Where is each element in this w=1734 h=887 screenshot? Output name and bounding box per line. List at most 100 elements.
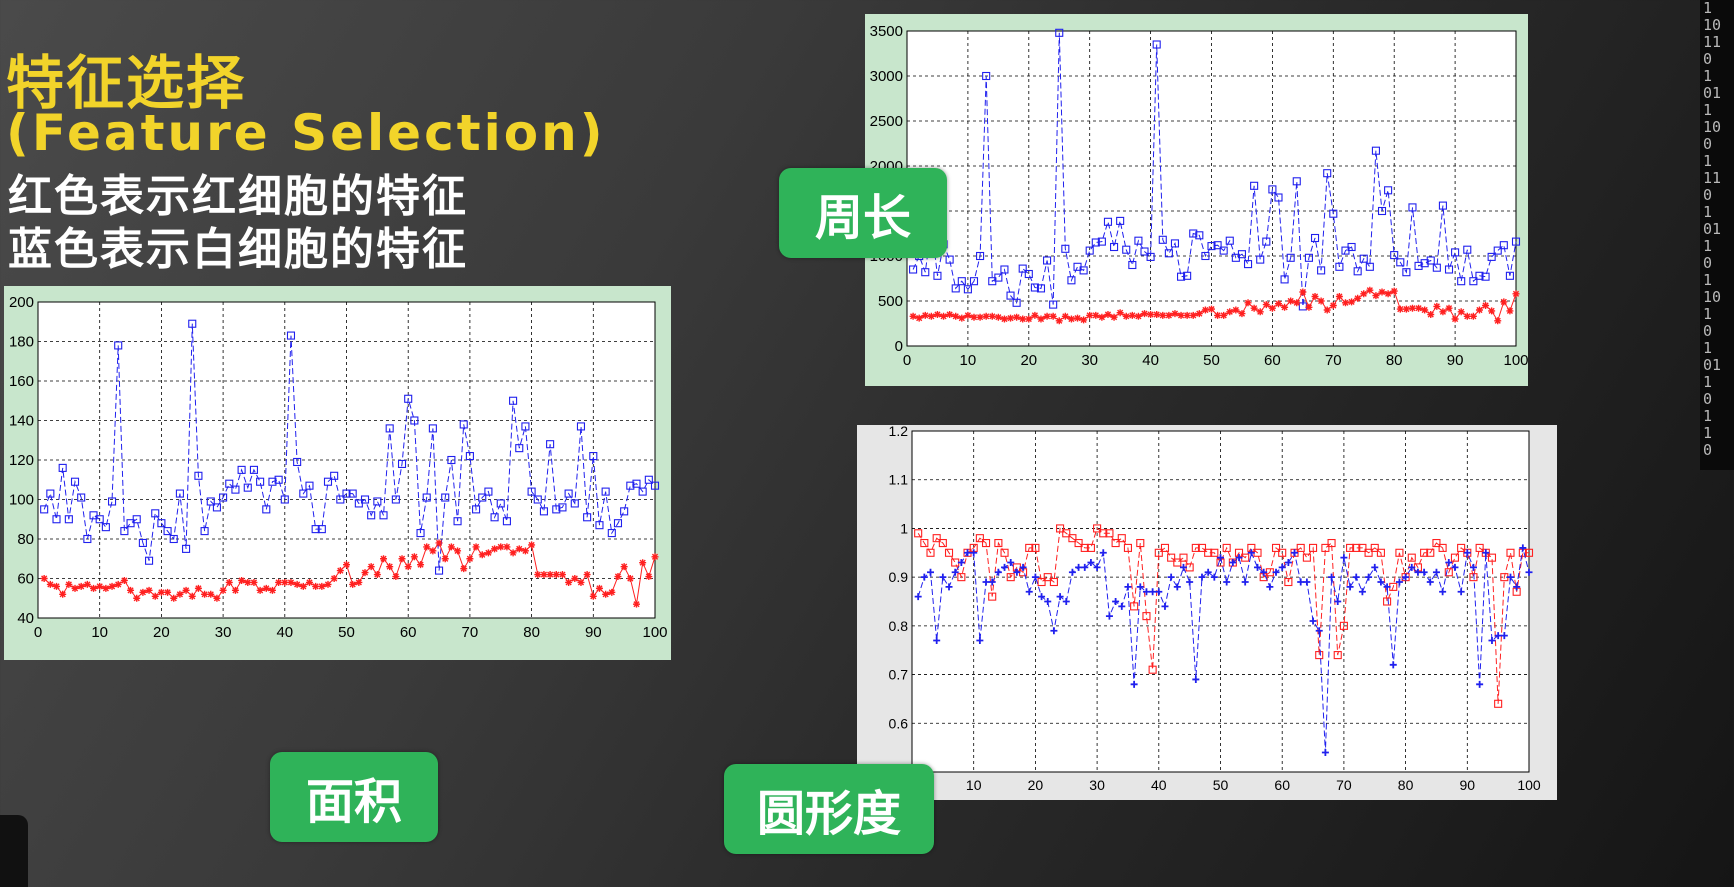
blue-data-point bbox=[274, 475, 283, 484]
red-data-point bbox=[944, 548, 954, 557]
blue-data-point bbox=[58, 463, 67, 472]
blue-data-point bbox=[1402, 268, 1411, 277]
x-tick-label: 80 bbox=[1398, 777, 1414, 793]
blue-data-point bbox=[1432, 263, 1441, 272]
blue-data-point bbox=[1371, 146, 1380, 155]
red-data-point bbox=[83, 580, 91, 588]
red-data-point bbox=[1364, 548, 1373, 557]
blue-data-point bbox=[1383, 583, 1391, 591]
red-data-point bbox=[71, 584, 79, 592]
red-data-point bbox=[1488, 307, 1496, 315]
blue-data-point bbox=[982, 578, 990, 586]
blue-data-point bbox=[1243, 260, 1253, 269]
red-data-point bbox=[293, 580, 301, 588]
blue-data-point bbox=[1298, 302, 1307, 311]
red-data-point bbox=[1268, 304, 1276, 312]
red-data-point bbox=[59, 590, 67, 598]
red-data-point bbox=[1487, 553, 1497, 562]
blue-data-point bbox=[1075, 563, 1083, 571]
blue-data-point bbox=[348, 489, 357, 498]
red-data-point bbox=[1177, 311, 1185, 319]
blue-data-point bbox=[921, 268, 930, 277]
blue-data-point bbox=[533, 495, 542, 504]
red-data-point bbox=[460, 565, 468, 573]
red-data-point bbox=[1031, 311, 1039, 319]
blue-data-point bbox=[994, 273, 1003, 282]
blue-data-point bbox=[576, 422, 586, 431]
blue-data-point bbox=[558, 503, 567, 512]
blue-data-point bbox=[169, 534, 178, 544]
blue-data-point bbox=[1463, 245, 1472, 254]
blue-data-point bbox=[1317, 266, 1326, 275]
blue-data-point bbox=[1444, 265, 1454, 274]
x-tick-label: 0 bbox=[34, 624, 42, 641]
red-data-point bbox=[1439, 308, 1447, 316]
blue-data-point bbox=[1377, 578, 1385, 586]
red-data-point bbox=[1296, 543, 1305, 552]
blue-data-point bbox=[379, 511, 388, 520]
blue-data-point bbox=[1303, 578, 1311, 586]
red-data-point bbox=[1383, 597, 1392, 606]
blue-data-point bbox=[1254, 563, 1262, 571]
blue-data-point bbox=[1469, 563, 1477, 571]
red-data-point bbox=[312, 582, 320, 590]
blue-data-point bbox=[472, 505, 481, 514]
blue-data-point bbox=[1420, 259, 1429, 268]
blue-data-point bbox=[367, 511, 376, 520]
blue-data-point bbox=[1457, 277, 1466, 286]
blue-series-line bbox=[917, 547, 1530, 753]
red-data-point bbox=[1358, 543, 1367, 552]
blue-data-point bbox=[1062, 598, 1070, 605]
blue-data-point bbox=[182, 544, 191, 553]
y-tick-label: 1.2 bbox=[889, 425, 909, 439]
x-tick-label: 80 bbox=[523, 624, 540, 641]
red-data-point bbox=[1210, 548, 1219, 557]
blue-data-point bbox=[1167, 573, 1175, 581]
perimeter-label-badge: 周长 bbox=[779, 168, 947, 258]
red-data-point bbox=[1080, 316, 1088, 324]
blue-data-point bbox=[1103, 217, 1113, 226]
red-data-point bbox=[1013, 313, 1021, 321]
red-data-point bbox=[1335, 293, 1343, 300]
x-tick-label: 20 bbox=[1028, 777, 1044, 793]
red-data-point bbox=[933, 311, 941, 318]
red-data-point bbox=[1293, 299, 1301, 307]
red-data-point bbox=[651, 553, 659, 561]
blue-data-point bbox=[1291, 549, 1299, 557]
red-data-point bbox=[1281, 303, 1289, 311]
blue-data-point bbox=[293, 457, 302, 467]
blue-data-point bbox=[1087, 559, 1095, 567]
blue-data-point bbox=[114, 341, 123, 350]
blue-data-point bbox=[570, 499, 579, 508]
blue-data-point bbox=[120, 527, 129, 536]
blue-data-point bbox=[1260, 568, 1268, 576]
blue-data-point bbox=[976, 251, 985, 261]
blue-data-point bbox=[1122, 245, 1131, 254]
blue-data-point bbox=[1204, 568, 1212, 576]
red-data-point bbox=[1376, 548, 1385, 557]
blue-data-point bbox=[1112, 598, 1120, 605]
blue-data-point bbox=[157, 519, 166, 528]
red-data-point bbox=[1167, 553, 1176, 562]
blue-data-point bbox=[1155, 588, 1163, 596]
blue-data-point bbox=[385, 424, 394, 433]
red-data-point bbox=[1444, 568, 1453, 577]
red-data-point bbox=[231, 586, 239, 594]
red-data-point bbox=[1475, 543, 1484, 552]
blue-data-point bbox=[1000, 265, 1009, 274]
x-tick-label: 20 bbox=[153, 624, 170, 641]
blue-data-point bbox=[982, 71, 991, 81]
blue-data-point bbox=[1347, 242, 1356, 252]
red-data-point bbox=[940, 312, 948, 320]
red-data-point bbox=[392, 573, 400, 581]
red-data-point bbox=[1402, 305, 1410, 313]
decorative-binary-strip: 1 10 11 0 1 01 1 10 0 1 11 0 1 01 1 0 1 … bbox=[1700, 0, 1734, 470]
red-data-point bbox=[921, 311, 929, 319]
blue-data-point bbox=[1164, 249, 1173, 258]
red-data-point bbox=[1238, 310, 1246, 318]
blue-data-point bbox=[336, 495, 345, 504]
red-data-point bbox=[1104, 311, 1112, 318]
red-data-point bbox=[1469, 312, 1477, 320]
blue-data-point bbox=[1487, 252, 1496, 261]
red-data-point bbox=[546, 571, 554, 579]
